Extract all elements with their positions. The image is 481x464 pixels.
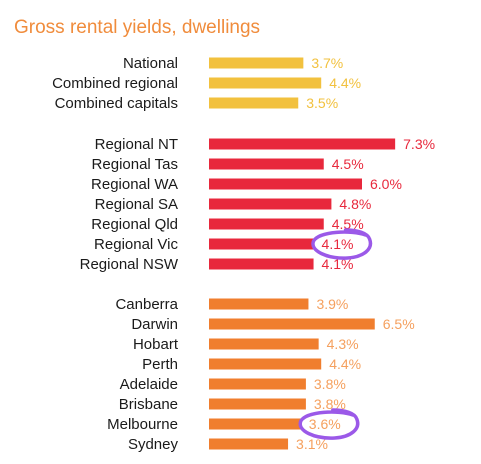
bar-canberra	[209, 298, 309, 310]
category-label-brisbane: Brisbane	[119, 396, 178, 413]
bar-regional-vic	[209, 238, 314, 250]
value-label-sydney: 3.1%	[296, 436, 328, 452]
category-label-regional-wa: Regional WA	[91, 176, 178, 193]
bar-regional-nsw	[209, 258, 314, 270]
category-label-regional-nt: Regional NT	[95, 136, 178, 153]
bar-hobart	[209, 338, 319, 350]
bar-brisbane	[209, 398, 306, 410]
value-label-darwin: 6.5%	[383, 316, 415, 332]
annotation-circle-melbourne	[298, 408, 360, 440]
category-label-hobart: Hobart	[133, 336, 179, 353]
value-label-combined-capitals: 3.5%	[306, 95, 338, 111]
category-label-national: National	[123, 55, 178, 72]
category-label-regional-nsw: Regional NSW	[80, 256, 179, 273]
category-label-darwin: Darwin	[131, 316, 178, 333]
value-label-brisbane: 3.8%	[314, 396, 346, 412]
value-label-regional-wa: 6.0%	[370, 176, 402, 192]
bar-sydney	[209, 438, 289, 450]
category-label-melbourne: Melbourne	[107, 416, 178, 433]
bar-regional-qld	[209, 218, 324, 230]
bar-regional-nt	[209, 138, 396, 150]
value-label-hobart: 4.3%	[327, 336, 359, 352]
bar-regional-sa	[209, 198, 332, 210]
value-label-melbourne: 3.6%	[309, 416, 341, 432]
value-label-regional-nsw: 4.1%	[322, 256, 354, 272]
value-label-regional-nt: 7.3%	[403, 136, 435, 152]
value-label-combined-regional: 4.4%	[329, 75, 361, 91]
category-label-perth: Perth	[142, 356, 178, 373]
value-label-adelaide: 3.8%	[314, 376, 346, 392]
bar-regional-tas	[209, 158, 324, 170]
bar-melbourne	[209, 418, 301, 430]
value-label-regional-tas: 4.5%	[332, 156, 364, 172]
category-label-canberra: Canberra	[115, 296, 178, 313]
bar-perth	[209, 358, 322, 370]
bars-layer: National 3.7% Combined regional 4.4% Combine…	[52, 55, 435, 453]
bar-combined-regional	[209, 77, 322, 89]
bar-darwin	[209, 318, 375, 330]
value-label-national: 3.7%	[311, 55, 343, 71]
category-label-regional-vic: Regional Vic	[94, 236, 178, 253]
bar-combined-capitals	[209, 97, 299, 109]
value-label-regional-qld: 4.5%	[332, 216, 364, 232]
category-label-combined-regional: Combined regional	[52, 75, 178, 92]
category-label-regional-sa: Regional SA	[95, 196, 178, 213]
category-label-sydney: Sydney	[128, 436, 179, 453]
value-label-perth: 4.4%	[329, 356, 361, 372]
category-label-regional-tas: Regional Tas	[92, 156, 178, 173]
category-label-combined-capitals: Combined capitals	[55, 95, 178, 112]
value-label-canberra: 3.9%	[316, 296, 348, 312]
bar-regional-wa	[209, 178, 362, 190]
category-label-regional-qld: Regional Qld	[91, 216, 178, 233]
annotations-layer	[298, 228, 373, 440]
chart-title: Gross rental yields, dwellings	[14, 17, 260, 38]
value-label-regional-vic: 4.1%	[322, 236, 354, 252]
value-label-regional-sa: 4.8%	[339, 196, 371, 212]
annotation-circle-regional-vic	[311, 228, 373, 260]
bar-national	[209, 57, 304, 69]
category-label-adelaide: Adelaide	[120, 376, 178, 393]
bar-adelaide	[209, 378, 306, 390]
